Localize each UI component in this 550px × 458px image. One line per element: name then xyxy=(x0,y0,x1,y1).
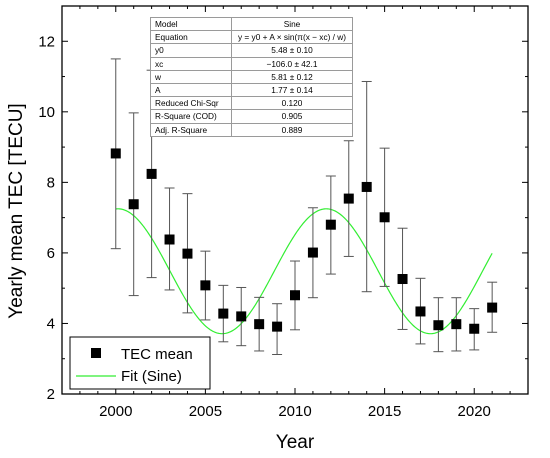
plot-area xyxy=(110,58,498,355)
fit-table-param: Reduced Chi-Sqr xyxy=(150,96,232,111)
data-point xyxy=(128,199,139,210)
data-point xyxy=(325,219,336,230)
fit-table-param: w xyxy=(150,69,232,85)
fit-sine-curve xyxy=(115,208,493,335)
y-axis-title: Yearly mean TEC [TECU] xyxy=(6,103,27,318)
data-point xyxy=(236,311,247,322)
data-point xyxy=(182,248,193,259)
fit-table-value: 1.77 ± 0.14 xyxy=(231,83,353,98)
fit-table-value: 0.905 xyxy=(231,109,353,124)
data-point xyxy=(361,181,372,192)
fit-table-value: 5.81 ± 0.12 xyxy=(231,69,353,85)
y-tick-label: 12 xyxy=(38,33,55,50)
fit-table-param: R-Square (COD) xyxy=(150,109,232,124)
legend-marker-tec-mean xyxy=(91,348,101,358)
data-point xyxy=(254,319,265,330)
legend-box xyxy=(69,336,211,390)
axes: 2000 2005 2010 2015 2020 2 4 6 8 10 12 xyxy=(38,5,529,420)
fit-parameters-table: Model Sine Equation y = y0 + A × sin(π(x − … xyxy=(150,16,353,137)
data-point xyxy=(272,321,283,332)
y-tick-label: 2 xyxy=(47,386,55,403)
x-tick-label: 2000 xyxy=(99,403,132,420)
fit-table-param: Equation xyxy=(150,30,232,45)
data-point xyxy=(487,302,498,313)
fit-table-param: Adj. R-Square xyxy=(150,122,232,137)
data-point xyxy=(200,280,211,291)
legend-label-fit: Fit (Sine) xyxy=(121,368,182,385)
x-tick-label: 2010 xyxy=(278,403,311,420)
fit-table-row: Reduced Chi-Sqr 0.120 xyxy=(150,96,353,111)
fit-table-row: Equation y = y0 + A × sin(π(x − xc) / w) xyxy=(150,30,353,45)
fit-table-param: A xyxy=(150,83,232,98)
data-point xyxy=(146,168,157,179)
fit-table-value: 0.889 xyxy=(231,122,353,137)
data-point xyxy=(110,148,121,159)
data-point xyxy=(415,306,426,317)
fit-table-value: 5.48 ± 0.10 xyxy=(231,43,353,58)
fit-table-row: Adj. R-Square 0.889 xyxy=(150,122,353,137)
fit-table-row: A 1.77 ± 0.14 xyxy=(150,83,353,98)
x-tick-label: 2005 xyxy=(189,403,222,420)
data-point xyxy=(164,234,175,245)
data-point xyxy=(469,323,480,334)
y-tick-label: 6 xyxy=(47,245,55,262)
fit-table-value: −106.0 ± 42.1 xyxy=(231,56,353,71)
data-point xyxy=(397,274,408,285)
data-point xyxy=(290,290,300,301)
y-tick-label: 4 xyxy=(47,315,55,332)
fit-table-value: Sine xyxy=(231,16,353,32)
data-point xyxy=(433,320,444,331)
fit-table-row: y0 5.48 ± 0.10 xyxy=(150,43,353,58)
x-tick-label: 2015 xyxy=(368,403,401,420)
data-point xyxy=(307,247,318,258)
data-point xyxy=(218,308,229,319)
fit-table-row: Model Sine xyxy=(150,16,353,32)
legend: TEC mean Fit (Sine) xyxy=(69,336,211,390)
legend-label-tec-mean: TEC mean xyxy=(121,346,193,363)
fit-table-row: w 5.81 ± 0.12 xyxy=(150,69,353,85)
data-point xyxy=(451,319,462,330)
fit-table-row: xc −106.0 ± 42.1 xyxy=(150,56,353,71)
data-point xyxy=(379,212,390,223)
y-tick-label: 10 xyxy=(38,104,55,121)
fit-table-param: xc xyxy=(150,56,232,71)
data-point xyxy=(343,193,354,204)
x-axis-title: Year xyxy=(276,432,315,453)
fit-table-param: Model xyxy=(150,16,232,32)
fit-table-param: y0 xyxy=(150,43,232,58)
fit-table-value: y = y0 + A × sin(π(x − xc) / w) xyxy=(231,30,353,45)
y-tick-label: 8 xyxy=(47,174,55,191)
fit-table-row: R-Square (COD) 0.905 xyxy=(150,109,353,124)
fit-table-value: 0.120 xyxy=(231,96,353,111)
x-tick-label: 2020 xyxy=(458,403,491,420)
